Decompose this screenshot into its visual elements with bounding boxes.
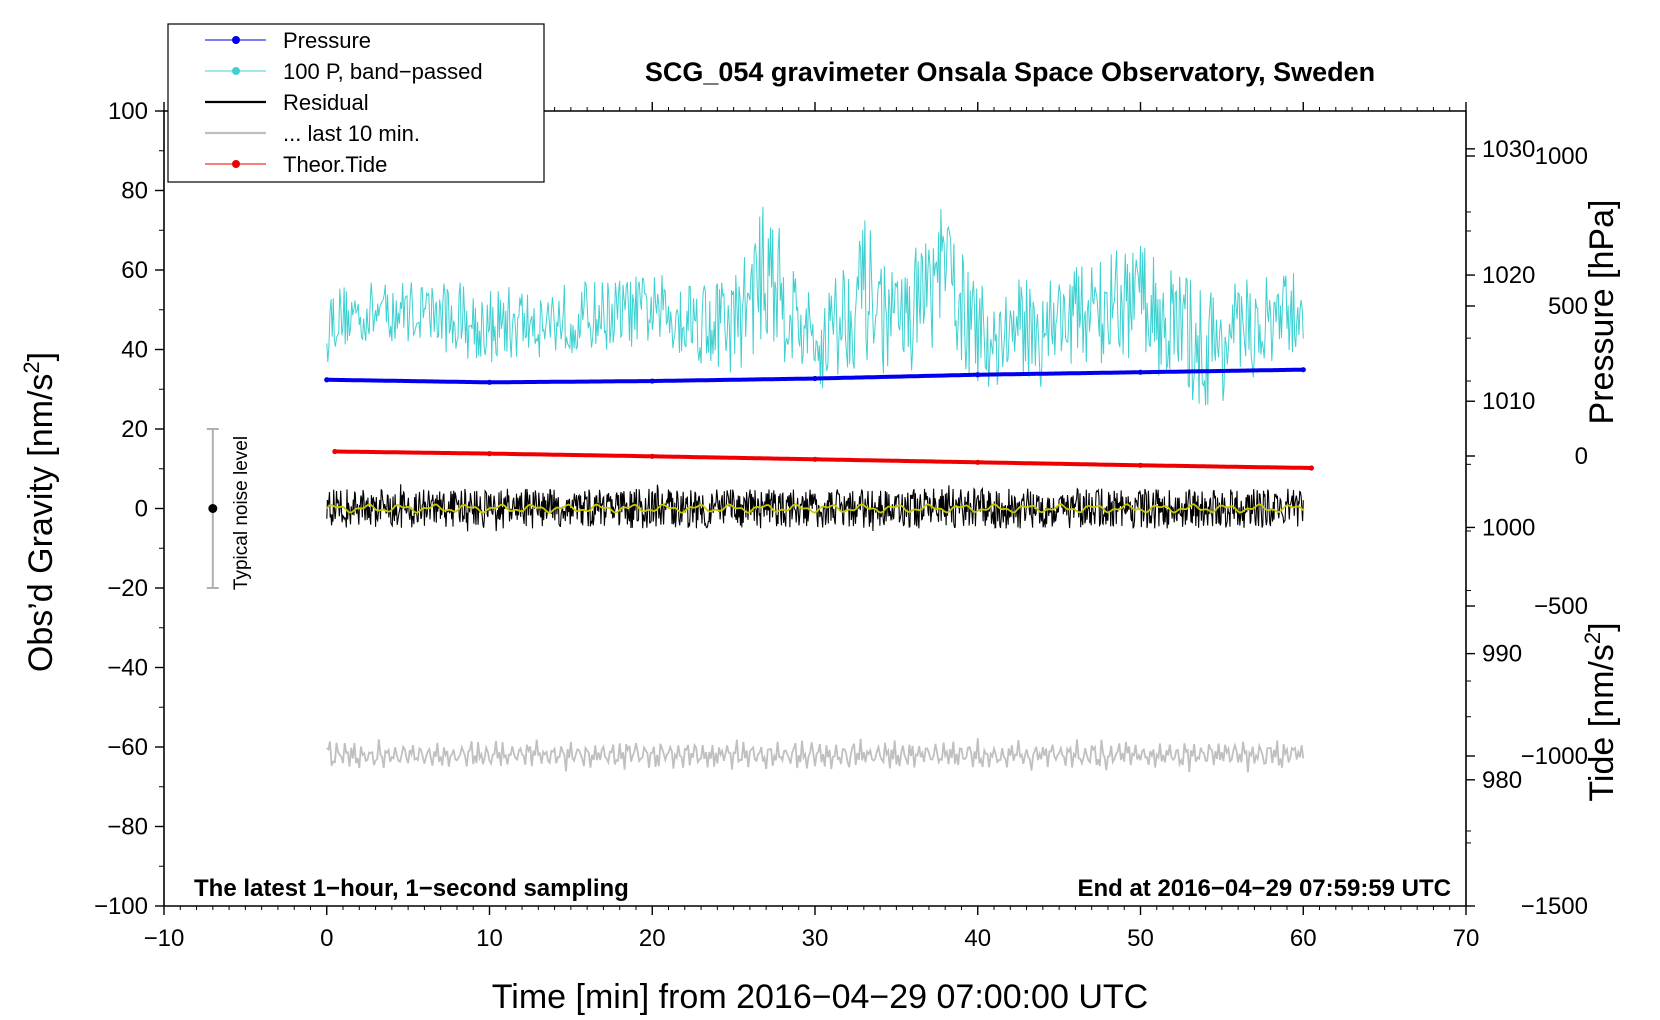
- y-tick-label: 80: [121, 178, 148, 205]
- y-tick-label: −100: [94, 893, 148, 920]
- legend-swatch-dot: [232, 67, 240, 75]
- y-tick-label: 20: [121, 416, 148, 443]
- x-tick-label: 60: [1290, 925, 1317, 952]
- data-point: [1300, 367, 1306, 373]
- pressure-tick-label: 1000: [1482, 514, 1535, 541]
- pressure-tick-label: 990: [1482, 641, 1522, 668]
- x-tick-label: 10: [476, 925, 503, 952]
- tide-tick-label: 1000: [1535, 143, 1588, 170]
- chart-title: SCG_054 gravimeter Onsala Space Observat…: [645, 57, 1375, 87]
- x-tick-label: 20: [639, 925, 666, 952]
- noise-level-label: Typical noise level: [231, 436, 252, 590]
- data-point: [486, 379, 493, 385]
- data-point: [812, 456, 818, 462]
- y-tick-label: 100: [108, 98, 148, 125]
- tide-tick-label: −1500: [1521, 893, 1588, 920]
- series-residual: [326, 484, 1304, 532]
- tide-tick-label: 0: [1575, 443, 1588, 470]
- data-point: [332, 448, 338, 455]
- legend-item: 100 P, band−passed: [205, 59, 483, 84]
- y-tick-label: 60: [121, 257, 148, 284]
- series-line: [326, 503, 1304, 514]
- series-theor-tide: [332, 448, 1314, 471]
- pressure-tick-label: 1020: [1482, 262, 1535, 289]
- legend-swatch-dot: [232, 160, 240, 168]
- series-line: [326, 484, 1304, 532]
- legend-label: Residual: [283, 90, 369, 115]
- y-tick-label: −40: [107, 655, 148, 682]
- legend-label: Pressure: [283, 28, 371, 53]
- x-tick-label: 50: [1127, 925, 1154, 952]
- legend: Pressure 100 P, band−passed Residual ... la…: [167, 23, 545, 183]
- series-100-p-band-passed: [326, 206, 1304, 406]
- tide-tick-label: −500: [1534, 593, 1588, 620]
- series-last-10-min: [326, 738, 1305, 773]
- y-tick-label: −20: [107, 575, 148, 602]
- data-point: [975, 459, 981, 465]
- tide-tick-label: −1000: [1521, 743, 1588, 770]
- series-running-mean: [326, 503, 1304, 514]
- y-tick-label: −60: [107, 734, 148, 761]
- data-point: [812, 375, 818, 382]
- y-axis-label-gravity-main: Obs’d Gravity [nm/s: [22, 374, 60, 673]
- y-tick-label: −80: [107, 814, 148, 841]
- axes-layer: −10 0 10 20 30 40 50 60 70−100−80−60−40−20020406…: [94, 98, 1588, 952]
- x-axis-label: Time [min] from 2016−04−29 07:00:00 UTC: [492, 978, 1148, 1016]
- tide-tick-label: 500: [1548, 293, 1588, 320]
- x-tick-label: 0: [320, 925, 333, 952]
- data-point: [649, 453, 655, 459]
- data-point: [649, 378, 655, 384]
- y-axis-label-pressure: Pressure [hPa]: [1583, 200, 1621, 425]
- legend-item: Theor.Tide: [205, 152, 387, 177]
- data-point: [975, 372, 981, 378]
- data-point: [324, 377, 330, 383]
- series-line: [326, 206, 1304, 406]
- y-tick-label: 0: [135, 496, 148, 523]
- y-axis-label-tide-close: ]: [1583, 622, 1621, 631]
- noise-level-indicator: Typical noise level: [206, 428, 252, 590]
- series-line: [334, 449, 1312, 470]
- y-axis-label-tide-main: Tide [nm/s: [1583, 644, 1621, 801]
- data-point: [1308, 465, 1314, 471]
- legend-item: ... last 10 min.: [205, 121, 420, 146]
- legend-swatch-dot: [232, 36, 240, 44]
- annotation-end-time: End at 2016−04−29 07:59:59 UTC: [1077, 875, 1451, 902]
- x-tick-label: 70: [1453, 925, 1480, 952]
- x-tick-label: 30: [802, 925, 829, 952]
- data-point: [486, 451, 493, 457]
- series-line: [326, 738, 1305, 773]
- series-layer: [324, 206, 1314, 773]
- x-tick-label: −10: [144, 925, 185, 952]
- pressure-tick-label: 1030: [1482, 136, 1535, 163]
- data-point: [1137, 369, 1144, 375]
- legend-item: Residual: [205, 90, 369, 115]
- y-tick-label: 40: [121, 337, 148, 364]
- series-pressure: [324, 367, 1306, 385]
- data-point: [1137, 462, 1144, 468]
- legend-item: Pressure: [205, 28, 371, 53]
- legend-label: Theor.Tide: [283, 152, 387, 177]
- y-axis-label-gravity-close: ]: [22, 352, 60, 361]
- legend-label: ... last 10 min.: [283, 121, 420, 146]
- y-axis-label-gravity: Obs’d Gravity [nm/s2]: [19, 352, 60, 672]
- y-axis-label-tide-sup: 2: [1580, 632, 1605, 644]
- x-tick-label: 40: [964, 925, 991, 952]
- pressure-tick-label: 980: [1482, 767, 1522, 794]
- pressure-tick-label: 1010: [1482, 388, 1535, 415]
- noise-bar-center-dot: [208, 504, 218, 513]
- annotation-latest-hour: The latest 1−hour, 1−second sampling: [194, 875, 629, 902]
- y-axis-label-tide: Tide [nm/s2]: [1580, 622, 1621, 801]
- y-axis-label-gravity-sup: 2: [19, 361, 44, 373]
- legend-label: 100 P, band−passed: [283, 59, 483, 84]
